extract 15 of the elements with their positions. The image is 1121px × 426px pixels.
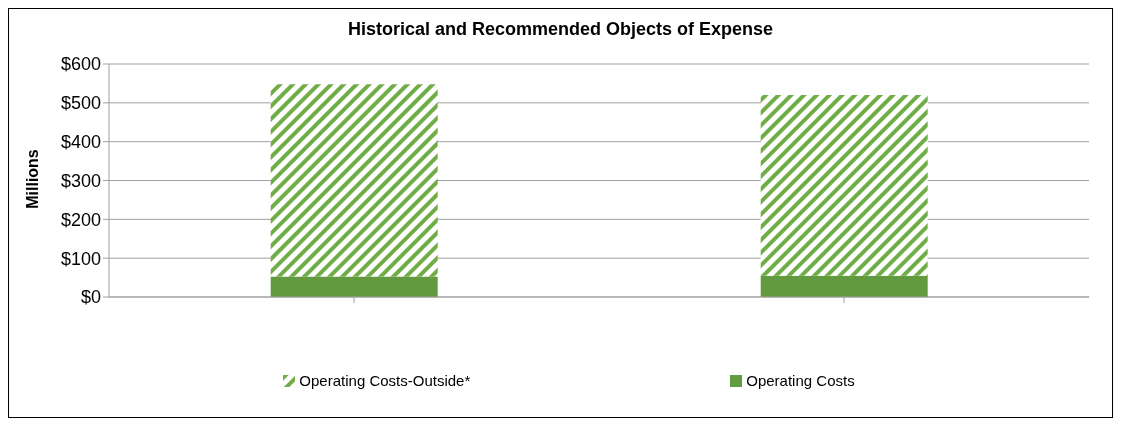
bar bbox=[760, 275, 928, 297]
y-tick-label: $100 bbox=[60, 248, 101, 269]
y-tick-label: $200 bbox=[60, 209, 101, 230]
legend-label: Operating Costs-Outside* bbox=[298, 372, 471, 389]
y-tick-label: $300 bbox=[60, 170, 101, 191]
y-tick-label: $500 bbox=[60, 93, 101, 114]
bar bbox=[270, 84, 438, 277]
y-tick-label: $400 bbox=[60, 132, 101, 153]
y-axis-title: Millions bbox=[24, 149, 42, 209]
legend-label: Operating Costs bbox=[745, 372, 855, 389]
y-tick-label: $0 bbox=[80, 287, 101, 308]
chart-title: Historical and Recommended Objects of Expense bbox=[346, 19, 775, 40]
y-tick-label: $600 bbox=[60, 54, 101, 75]
bar bbox=[270, 276, 438, 297]
bar bbox=[760, 95, 928, 276]
